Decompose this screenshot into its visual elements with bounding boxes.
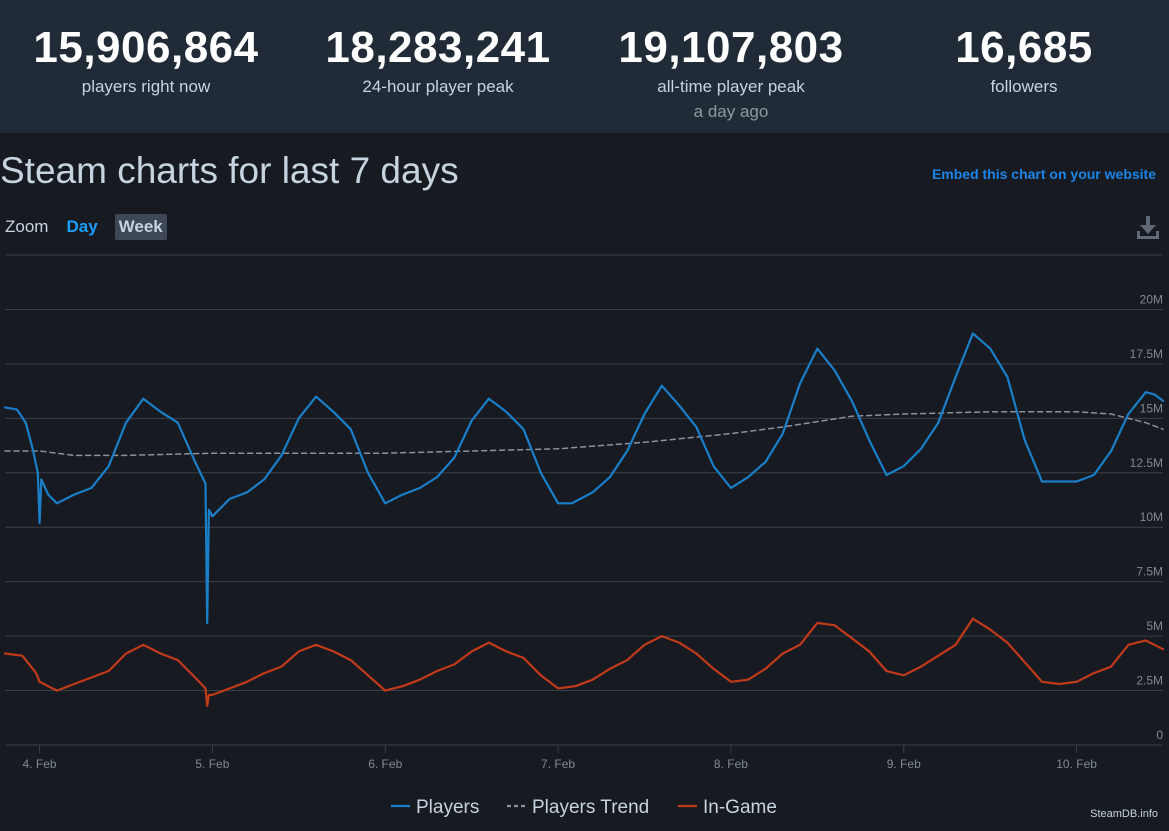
stat-label: players right now [81, 77, 211, 96]
stat-label: all-time player peak [657, 77, 805, 96]
x-tick-label: 6. Feb [368, 757, 402, 771]
chart-title: Steam charts for last 7 days [0, 150, 459, 191]
zoom-label: Zoom [5, 217, 49, 236]
x-tick-label: 7. Feb [541, 757, 575, 771]
stat-value: 15,906,864 [33, 23, 259, 72]
y-axis-labels: 0 2.5M 5M 7.5M 10M 12.5M 15M 17.5M 20M [1130, 292, 1164, 742]
download-icon[interactable] [1135, 214, 1161, 242]
y-tick-label: 15M [1140, 401, 1163, 415]
stat-all-time-peak: 19,107,803 all-time player peak a day ag… [581, 22, 881, 123]
legend-in-game-label: In-Game [703, 797, 777, 818]
series-layer [3, 332, 1165, 707]
x-tick-label: 5. Feb [195, 757, 229, 771]
x-tick-label: 8. Feb [714, 757, 748, 771]
y-tick-label: 5M [1146, 619, 1163, 633]
players-chart: 0 2.5M 5M 7.5M 10M 12.5M 15M 17.5M 20M 4. Feb 5. … [3, 254, 1165, 818]
legend-players-label: Players [416, 797, 479, 818]
steamdb-credit: SteamDB.info [1090, 808, 1158, 820]
players-trend-line [4, 411, 1164, 457]
zoom-controls: Zoom Day Week [5, 212, 180, 242]
y-tick-label: 17.5M [1130, 347, 1163, 361]
y-tick-label: 0 [1156, 728, 1163, 742]
grid-layer [5, 254, 1163, 746]
x-axis-labels: 4. Feb 5. Feb 6. Feb 7. Feb 8. Feb 9. Feb 10. … [23, 745, 1097, 771]
stat-label: 24-hour player peak [362, 77, 514, 96]
players-line [3, 332, 1165, 625]
x-tick-label: 10. Feb [1056, 757, 1097, 771]
x-tick-label: 4. Feb [23, 757, 57, 771]
y-tick-label: 7.5M [1136, 565, 1163, 579]
y-tick-label: 12.5M [1130, 456, 1163, 470]
x-tick-label: 9. Feb [887, 757, 921, 771]
stats-bar: 15,906,864 players right now 18,283,241 … [0, 0, 1169, 133]
in-game-line [3, 617, 1165, 707]
embed-chart-link[interactable]: Embed this chart on your website [931, 166, 1156, 182]
stat-followers: 16,685 followers [874, 22, 1169, 98]
y-tick-label: 2.5M [1136, 674, 1163, 688]
y-tick-label: 20M [1140, 292, 1163, 306]
stat-label: followers [990, 77, 1058, 96]
stat-value: 16,685 [955, 23, 1093, 72]
zoom-day-button[interactable]: Day [66, 217, 98, 236]
stat-players-now: 15,906,864 players right now [0, 22, 296, 98]
chart-legend: Players Players Trend In-Game [391, 797, 777, 818]
stat-value: 19,107,803 [618, 23, 844, 72]
legend-players-trend-label: Players Trend [532, 797, 649, 818]
stat-24h-peak: 18,283,241 24-hour player peak [288, 22, 588, 98]
stat-value: 18,283,241 [325, 23, 551, 72]
zoom-week-button[interactable]: Week [114, 214, 167, 240]
stat-sub: a day ago [693, 102, 769, 121]
y-tick-label: 10M [1140, 510, 1163, 524]
